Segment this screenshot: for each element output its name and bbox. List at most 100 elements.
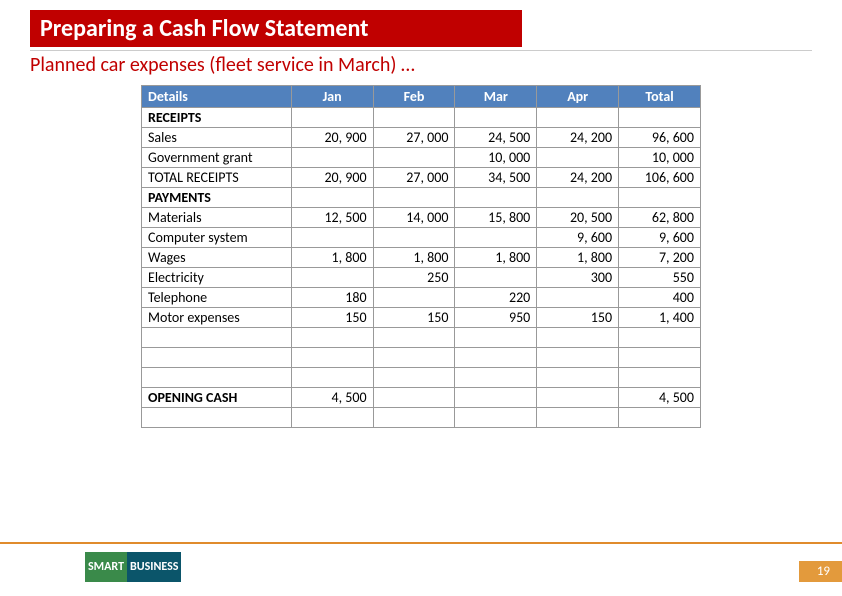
row-label: Motor expenses	[142, 308, 292, 328]
row-label	[142, 408, 292, 428]
row-label: Materials	[142, 208, 292, 228]
row-value	[373, 388, 455, 408]
table-row: Wages1, 8001, 8001, 8001, 8007, 200	[142, 248, 701, 268]
row-value: 24, 200	[537, 168, 619, 188]
row-value: 150	[373, 308, 455, 328]
row-value: 150	[291, 308, 373, 328]
row-value	[291, 108, 373, 128]
row-value	[291, 368, 373, 388]
table-row: Motor expenses1501509501501, 400	[142, 308, 701, 328]
cashflow-table: DetailsJanFebMarAprTotal RECEIPTSSales20…	[141, 85, 701, 428]
row-value: 300	[537, 268, 619, 288]
row-value	[455, 328, 537, 348]
col-header-details: Details	[142, 86, 292, 108]
row-value: 7, 200	[619, 248, 701, 268]
row-value	[373, 188, 455, 208]
table-row: Electricity250300550	[142, 268, 701, 288]
row-value	[455, 108, 537, 128]
row-label	[142, 368, 292, 388]
table-row: PAYMENTS	[142, 188, 701, 208]
row-value	[537, 368, 619, 388]
row-value	[291, 228, 373, 248]
row-value: 10, 000	[619, 148, 701, 168]
row-label: Telephone	[142, 288, 292, 308]
row-value	[537, 328, 619, 348]
row-value: 9, 600	[619, 228, 701, 248]
row-label: RECEIPTS	[142, 108, 292, 128]
row-value: 4, 500	[619, 388, 701, 408]
row-value	[619, 188, 701, 208]
table-row: RECEIPTS	[142, 108, 701, 128]
row-label: Computer system	[142, 228, 292, 248]
row-value: 24, 500	[455, 128, 537, 148]
row-value: 106, 600	[619, 168, 701, 188]
table-header-row: DetailsJanFebMarAprTotal	[142, 86, 701, 108]
table-row: Materials12, 50014, 00015, 80020, 50062,…	[142, 208, 701, 228]
row-value: 950	[455, 308, 537, 328]
row-value: 220	[455, 288, 537, 308]
row-value: 27, 000	[373, 128, 455, 148]
col-header-mar: Mar	[455, 86, 537, 108]
row-label: PAYMENTS	[142, 188, 292, 208]
col-header-jan: Jan	[291, 86, 373, 108]
row-label	[142, 348, 292, 368]
footer-divider	[0, 542, 842, 544]
row-value	[537, 108, 619, 128]
row-value	[537, 408, 619, 428]
row-value	[619, 348, 701, 368]
row-value: 4, 500	[291, 388, 373, 408]
row-value	[373, 148, 455, 168]
row-value: 14, 000	[373, 208, 455, 228]
row-value	[537, 148, 619, 168]
row-value: 96, 600	[619, 128, 701, 148]
row-label: Electricity	[142, 268, 292, 288]
row-value: 10, 000	[455, 148, 537, 168]
row-value: 34, 500	[455, 168, 537, 188]
row-value	[291, 188, 373, 208]
row-value: 150	[537, 308, 619, 328]
row-value	[619, 328, 701, 348]
table-row: Computer system9, 6009, 600	[142, 228, 701, 248]
row-value: 1, 800	[373, 248, 455, 268]
page-title: Preparing a Cash Flow Statement	[30, 10, 522, 47]
row-value	[373, 348, 455, 368]
row-value	[537, 388, 619, 408]
table-row: Telephone180220400	[142, 288, 701, 308]
row-value	[619, 368, 701, 388]
row-value	[537, 188, 619, 208]
row-value	[619, 108, 701, 128]
row-label: Government grant	[142, 148, 292, 168]
table-body: RECEIPTSSales20, 90027, 00024, 50024, 20…	[142, 108, 701, 428]
row-value: 12, 500	[291, 208, 373, 228]
col-header-apr: Apr	[537, 86, 619, 108]
row-value: 24, 200	[537, 128, 619, 148]
row-value: 1, 800	[455, 248, 537, 268]
row-value: 400	[619, 288, 701, 308]
row-label	[142, 328, 292, 348]
row-value	[455, 348, 537, 368]
row-value: 1, 400	[619, 308, 701, 328]
subtitle: Planned car expenses (fleet service in M…	[30, 50, 812, 77]
row-value	[455, 228, 537, 248]
table-row	[142, 348, 701, 368]
table-row	[142, 368, 701, 388]
row-value	[455, 268, 537, 288]
row-label: Sales	[142, 128, 292, 148]
row-value: 15, 800	[455, 208, 537, 228]
col-header-total: Total	[619, 86, 701, 108]
row-value: 20, 900	[291, 168, 373, 188]
table-row: OPENING CASH4, 5004, 500	[142, 388, 701, 408]
row-value	[291, 148, 373, 168]
row-value	[291, 268, 373, 288]
row-value: 27, 000	[373, 168, 455, 188]
row-value	[537, 348, 619, 368]
row-value: 250	[373, 268, 455, 288]
row-value	[619, 408, 701, 428]
row-value	[373, 108, 455, 128]
table-row	[142, 328, 701, 348]
table-row: Sales20, 90027, 00024, 50024, 20096, 600	[142, 128, 701, 148]
row-value	[373, 328, 455, 348]
row-value	[455, 188, 537, 208]
row-value: 20, 500	[537, 208, 619, 228]
table-row: Government grant 10, 000 10, 000	[142, 148, 701, 168]
